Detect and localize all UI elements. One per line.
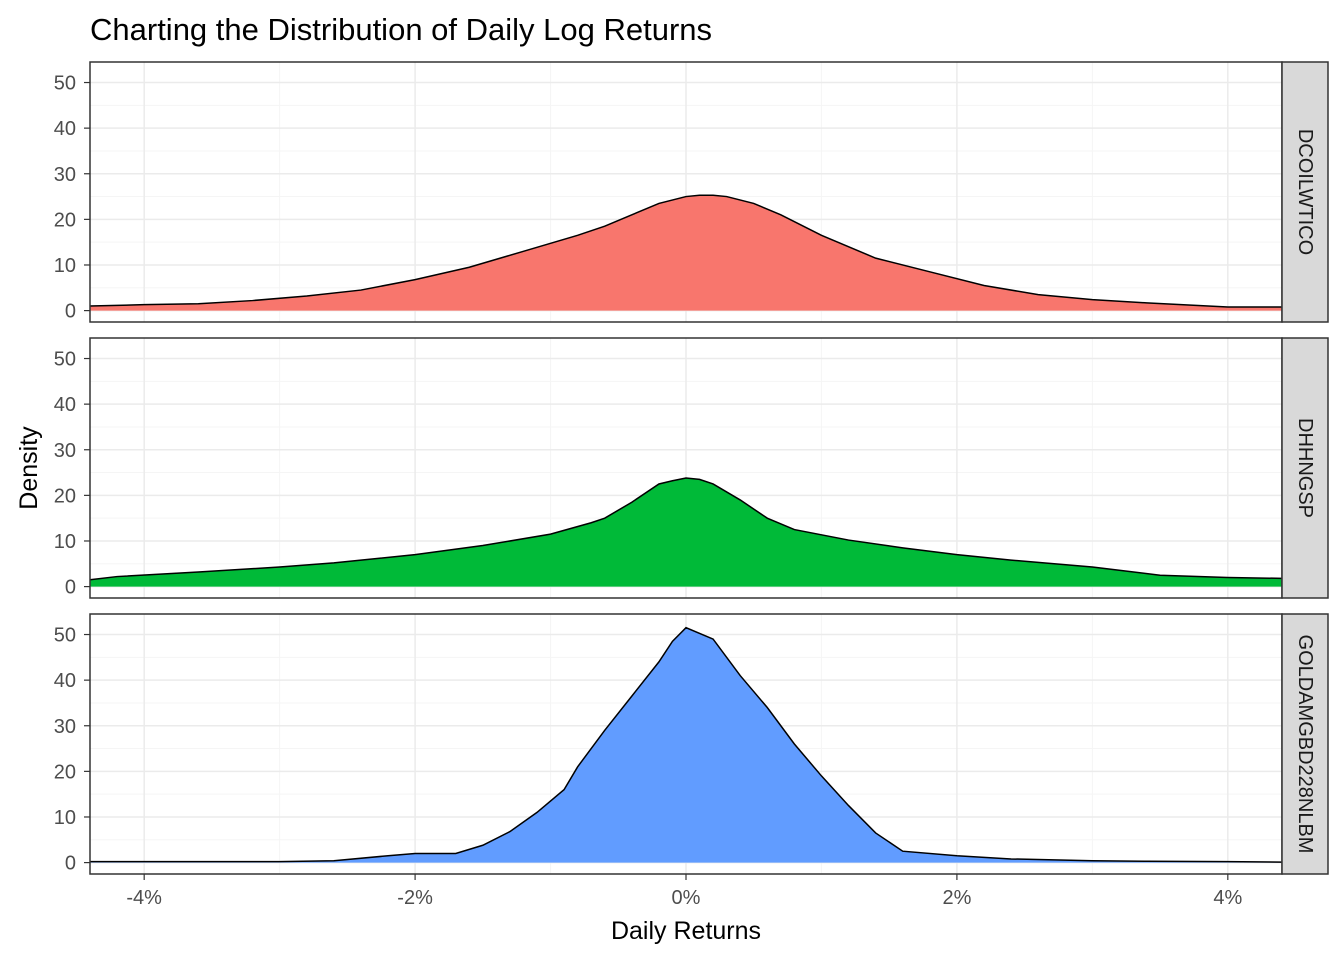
y-tick-label: 20: [54, 761, 76, 783]
facet-strip-label: DCOILWTICO: [1294, 129, 1316, 255]
density-area-goldamgbd228nlbm: [90, 627, 1282, 863]
density-line-dcoilwtico: [89, 194, 1282, 308]
y-tick-label: 50: [54, 73, 76, 95]
facet-strip: [1281, 337, 1329, 599]
y-tick-label: 0: [65, 301, 76, 323]
y-tick-label: 40: [54, 394, 76, 416]
facet-strip: [1281, 61, 1329, 323]
density-area-dcoilwtico: [90, 195, 1282, 311]
y-tick-label: 30: [54, 164, 76, 186]
x-tick-label: -2%: [397, 887, 433, 909]
chart-title: Charting the Distribution of Daily Log R…: [90, 12, 712, 47]
facet-panels: 01020304050DCOILWTICO01020304050DHHNGSP0…: [54, 61, 1329, 875]
y-tick-label: 50: [54, 625, 76, 647]
x-tick-label: 2%: [942, 887, 971, 909]
x-tick-label: -4%: [126, 887, 162, 909]
y-tick-label: 50: [54, 349, 76, 371]
x-axis-title: Daily Returns: [611, 917, 761, 945]
y-tick-label: 30: [54, 716, 76, 738]
y-tick-label: 10: [54, 531, 76, 553]
x-tick-label: 4%: [1213, 887, 1242, 909]
y-tick-label: 20: [54, 485, 76, 507]
y-tick-label: 30: [54, 440, 76, 462]
y-axis-title: Density: [15, 426, 43, 510]
y-tick-label: 10: [54, 807, 76, 829]
facet-panel-1: 0 10 20 30 40 50 DCOILWTICO: [54, 61, 1329, 323]
y-tick-label: 40: [54, 670, 76, 692]
x-tick-label: 0%: [672, 887, 701, 909]
facet-strip-label: DHHNGSP: [1294, 418, 1316, 518]
facet-strip-label: GOLDAMGBD228NLBM: [1294, 635, 1316, 854]
y-tick-label: 10: [54, 255, 76, 277]
y-tick-label: 20: [54, 209, 76, 231]
y-tick-label: 40: [54, 118, 76, 140]
facet-panel-3: 0 10 20 30 40 50 GOLDAMGBD228NLBM: [54, 613, 1329, 875]
facet-strip: [1281, 613, 1329, 875]
x-axis: -4% -2% 0% 2% 4%: [126, 874, 1242, 909]
density-line-goldamgbd228nlbm: [90, 626, 1283, 863]
y-tick-label: 0: [65, 577, 76, 599]
density-line-dhhngsp: [89, 477, 1283, 581]
facet-panel-2: 0 10 20 30 40 50 DHHNGSP: [54, 337, 1329, 599]
density-area-dhhngsp: [90, 478, 1282, 587]
y-tick-label: 0: [65, 853, 76, 875]
